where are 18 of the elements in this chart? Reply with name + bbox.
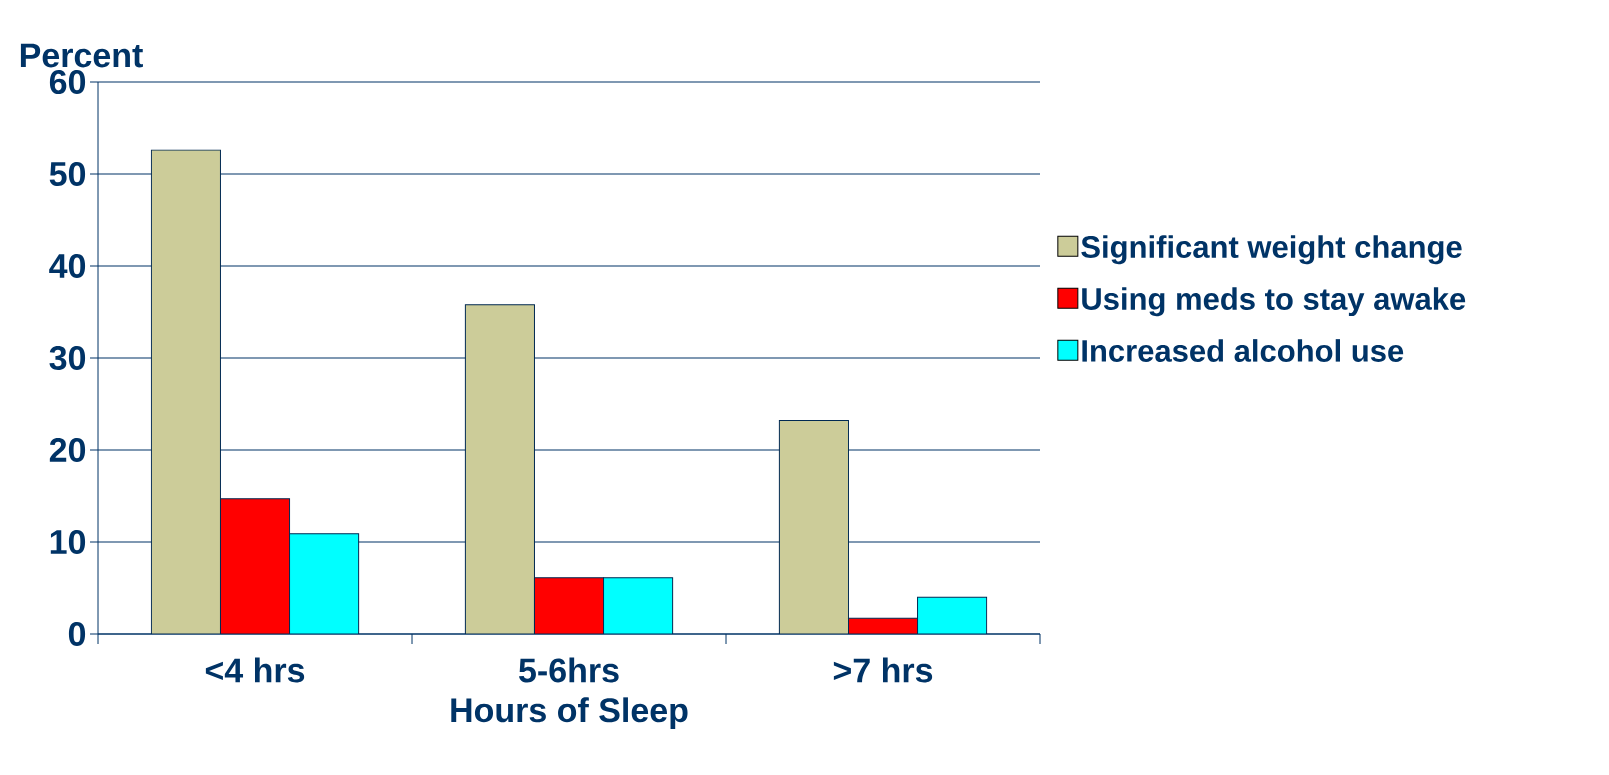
bar xyxy=(603,577,674,634)
y-tick-label: 40 xyxy=(49,253,86,279)
y-tick-label: 60 xyxy=(49,69,86,95)
y-tick-label: 50 xyxy=(49,161,86,187)
x-axis-title: Hours of Sleep xyxy=(451,697,688,730)
bar xyxy=(289,533,360,634)
y-tick-label: 20 xyxy=(49,437,86,463)
legend-label: Using meds to stay awake xyxy=(1082,287,1466,317)
legend-label: Increased alcohol use xyxy=(1082,339,1404,362)
y-tick-label: 0 xyxy=(68,621,86,647)
y-tick-label: 30 xyxy=(49,345,86,371)
bar xyxy=(917,596,988,634)
x-tick-label: 5-6hrs xyxy=(519,657,619,683)
x-tick-label: >7 hrs xyxy=(833,657,933,683)
y-axis-title: Percent xyxy=(20,43,143,68)
x-tick-label: <4 hrs xyxy=(205,657,305,683)
legend-label: Significant weight change xyxy=(1081,235,1462,265)
y-tick-label: 10 xyxy=(50,529,86,555)
